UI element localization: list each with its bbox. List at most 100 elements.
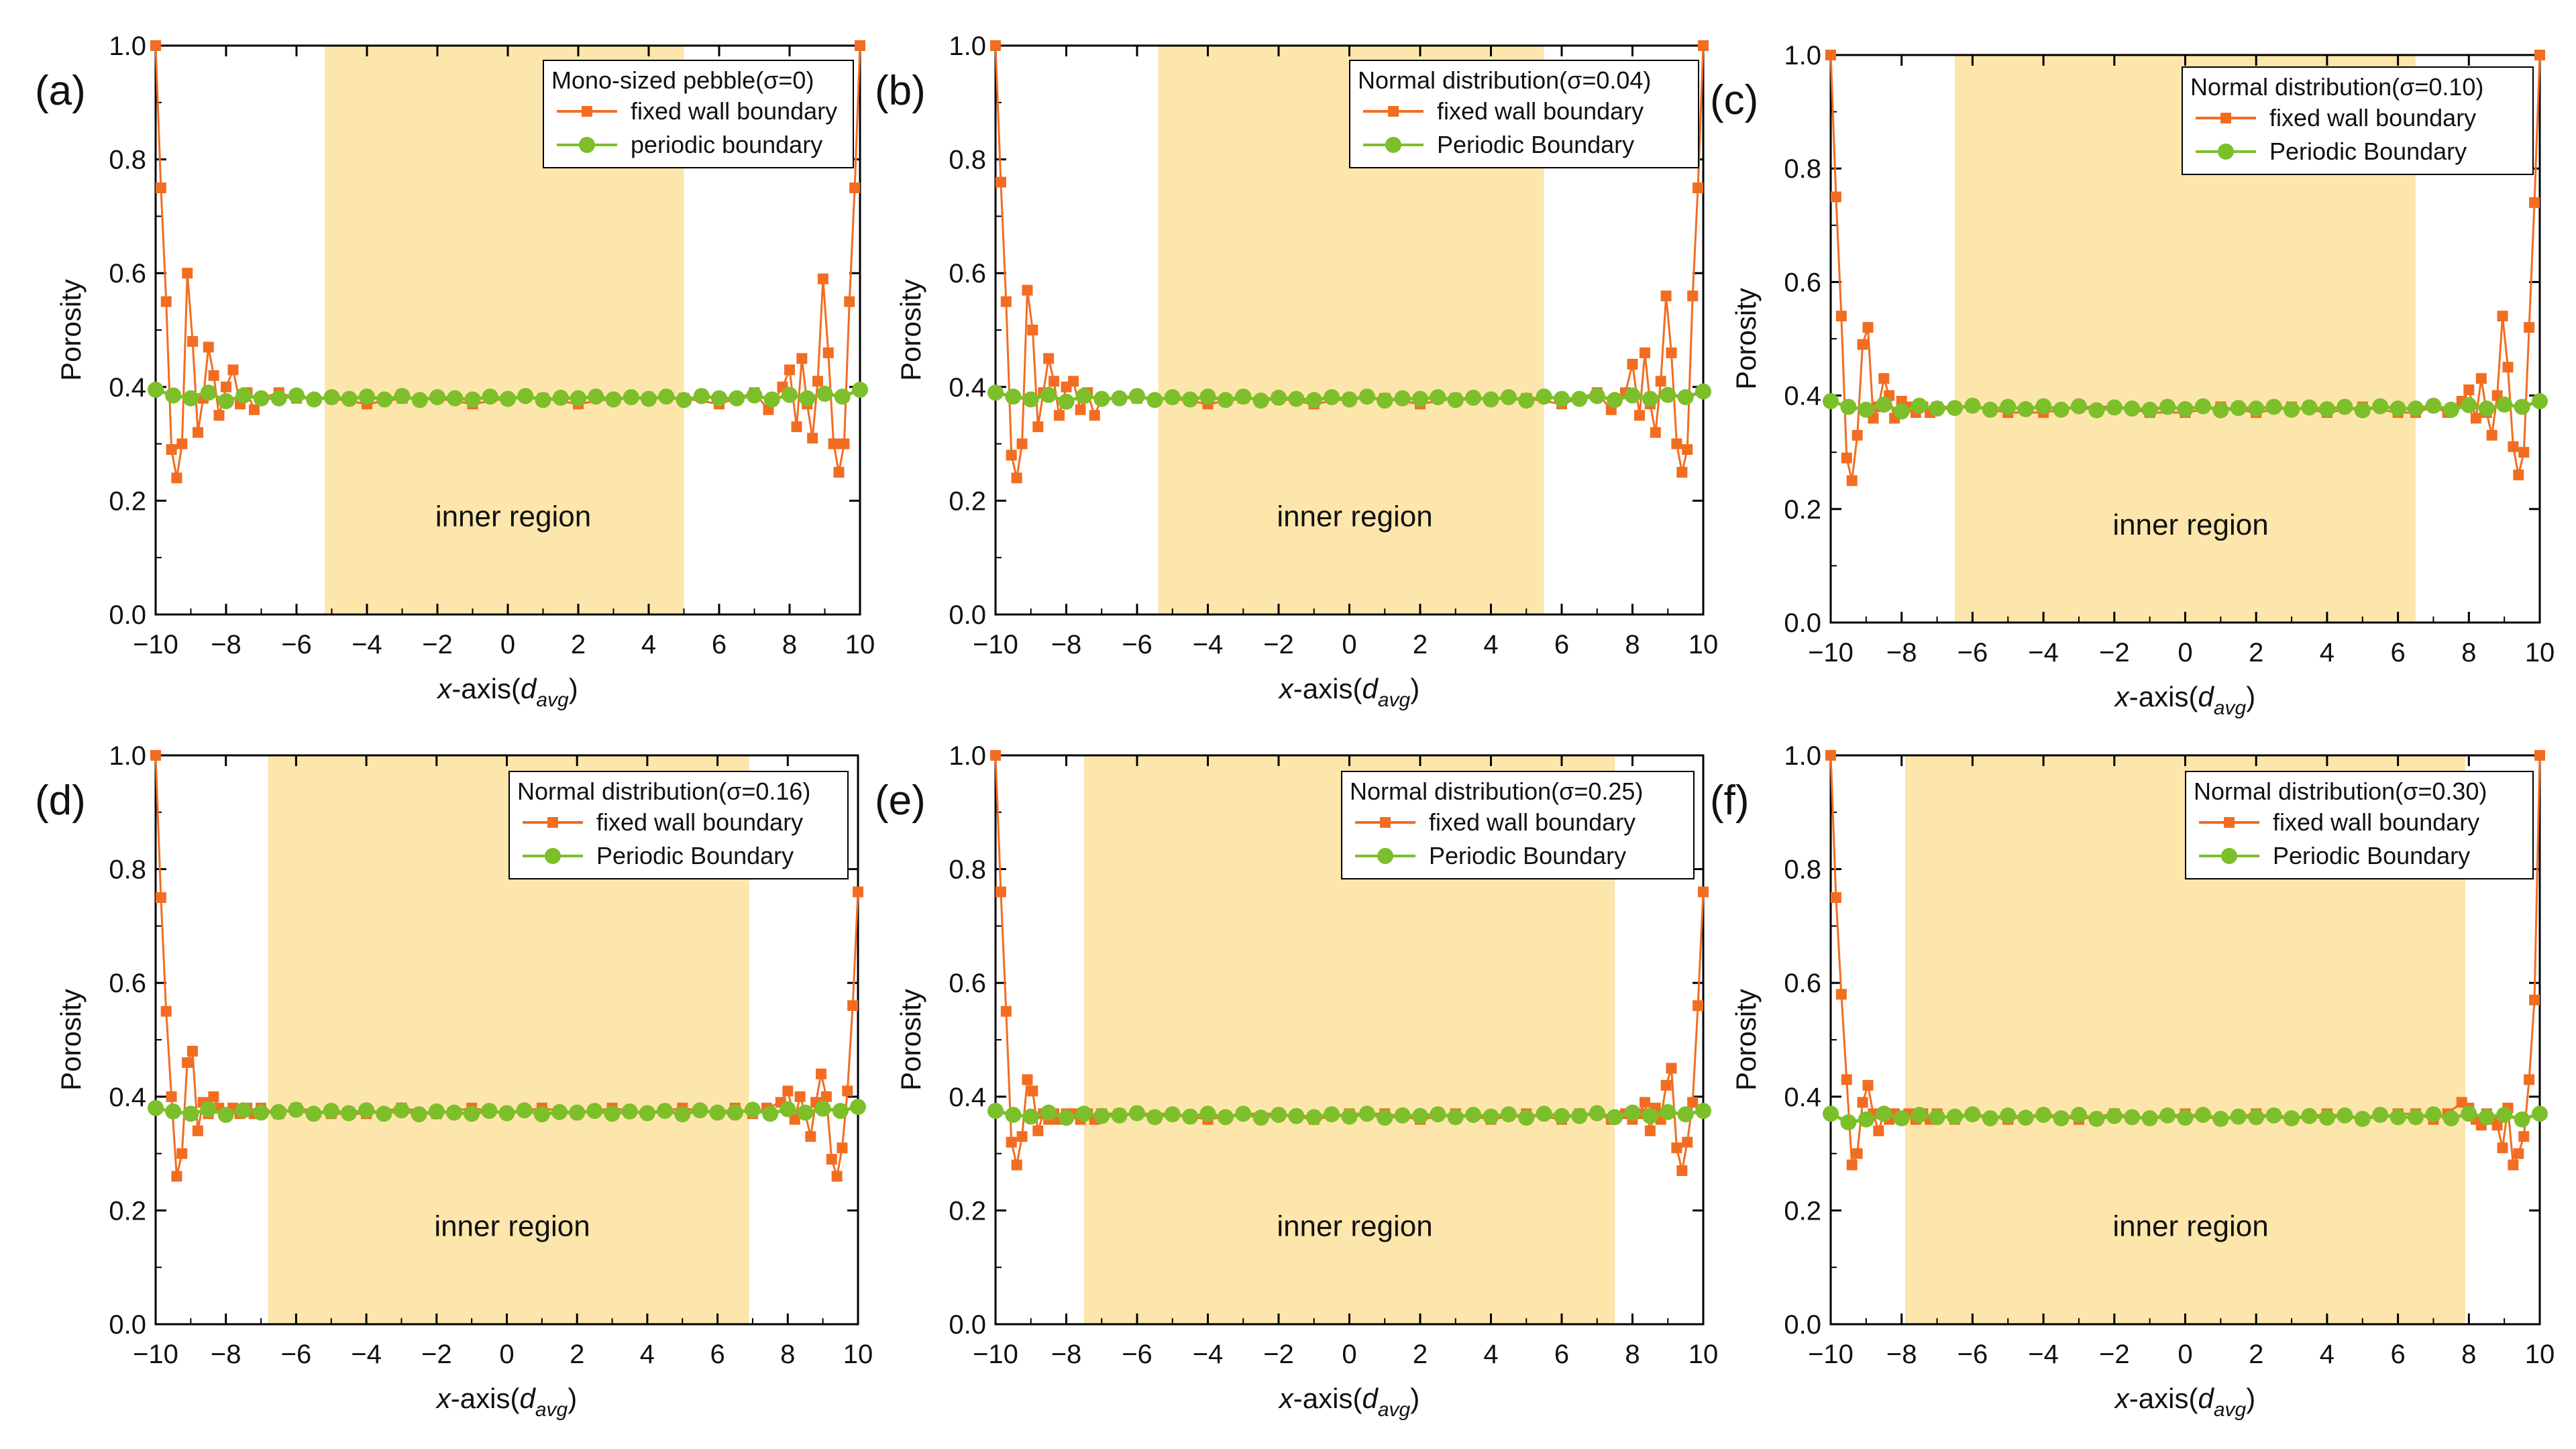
- data-point-circle: [1929, 400, 1945, 417]
- panel-label: (e): [875, 777, 926, 824]
- data-point-square: [789, 1114, 800, 1125]
- data-point-square: [213, 410, 225, 421]
- data-point-square: [2463, 384, 2475, 396]
- data-point-square: [227, 364, 239, 376]
- panel-label: (a): [35, 68, 86, 114]
- x-axis-label-sub: avg: [536, 689, 569, 711]
- inner-region-label: inner region: [2112, 508, 2268, 541]
- data-point-circle: [2408, 1109, 2424, 1126]
- data-point-circle: [359, 388, 375, 405]
- data-point-circle: [1058, 393, 1075, 410]
- data-point-circle: [2124, 400, 2141, 417]
- data-point-square: [1627, 358, 1638, 370]
- data-point-circle: [1876, 396, 1892, 413]
- data-point-circle: [2212, 1110, 2229, 1127]
- inner-region-label: inner region: [434, 1210, 590, 1243]
- data-point-square: [1841, 452, 1852, 464]
- data-point-circle: [1589, 388, 1605, 405]
- x-axis-label-text: -axis(: [451, 673, 521, 704]
- data-point-circle: [394, 388, 411, 405]
- data-point-square: [1671, 438, 1682, 449]
- data-point-square: [1000, 1006, 1012, 1017]
- data-point-square: [1676, 1165, 1688, 1177]
- legend-entry: Periodic Boundary: [596, 842, 794, 869]
- data-point-circle: [341, 390, 358, 407]
- data-point-square: [155, 892, 166, 903]
- data-point-circle: [464, 1106, 480, 1122]
- x-axis-label-close: ): [568, 1383, 577, 1414]
- series-periodic: [1823, 1106, 2548, 1130]
- x-tick-label: 0: [1342, 630, 1356, 659]
- data-point-square: [2497, 311, 2508, 322]
- legend-title: Normal distribution(σ=0.30): [2194, 777, 2487, 805]
- data-point-circle: [516, 1102, 533, 1119]
- data-point-circle: [657, 1103, 674, 1119]
- x-axis-label-close: ): [1410, 1383, 1419, 1414]
- data-point-circle: [1982, 401, 1998, 418]
- data-point-circle: [2248, 1109, 2265, 1126]
- data-point-circle: [1624, 1104, 1641, 1121]
- y-tick-label: 0.0: [949, 600, 986, 630]
- data-point-square: [805, 1131, 816, 1142]
- data-point-circle: [1911, 1106, 1928, 1123]
- data-point-circle: [1624, 387, 1641, 404]
- data-point-square: [1687, 290, 1699, 302]
- x-tick-label: −10: [973, 1340, 1018, 1369]
- data-point-circle: [2532, 1106, 2548, 1122]
- data-point-square: [1016, 438, 1028, 449]
- x-axis-label-var: x: [2114, 1383, 2131, 1414]
- data-point-square: [2534, 750, 2545, 761]
- data-point-square: [1639, 347, 1650, 358]
- data-point-square: [853, 886, 863, 898]
- data-point-square: [2524, 1074, 2535, 1085]
- x-tick-label: 2: [1413, 1340, 1428, 1369]
- x-tick-label: −4: [1193, 630, 1224, 659]
- data-point-circle: [1858, 401, 1874, 418]
- data-point-circle: [1217, 1109, 1234, 1126]
- data-point-square: [2534, 50, 2545, 60]
- x-tick-label: 2: [2249, 638, 2263, 667]
- data-point-circle: [270, 390, 287, 407]
- data-point-circle: [481, 1103, 498, 1119]
- data-point-circle: [1022, 391, 1039, 408]
- data-point-circle: [2461, 1106, 2477, 1122]
- x-axis-label-text: -axis(: [451, 1383, 520, 1414]
- data-point-circle: [2301, 399, 2318, 416]
- data-point-square: [1660, 290, 1672, 302]
- data-point-circle: [482, 388, 498, 405]
- data-point-circle: [182, 1106, 199, 1122]
- data-point-square: [791, 421, 802, 433]
- legend-title: Mono-sized pebble(σ=0): [551, 66, 814, 94]
- data-point-circle: [1876, 1106, 1892, 1122]
- panel-c: inner region −10 −8 −6 −4 −2 0 2 4 6 8 10 0.0 0.2 0.4 0…: [1710, 41, 2555, 719]
- data-point-circle: [2408, 400, 2424, 417]
- legend-marker-square: [1388, 106, 1399, 117]
- data-point-circle: [376, 1106, 392, 1122]
- data-point-square: [796, 353, 808, 364]
- x-tick-label: −4: [2028, 638, 2059, 667]
- x-tick-label: 0: [499, 1340, 514, 1369]
- data-point-circle: [2159, 1107, 2176, 1124]
- data-point-square: [182, 1057, 193, 1068]
- data-point-circle: [428, 1103, 445, 1120]
- y-tick-label: 0.4: [1784, 382, 1821, 411]
- data-point-square: [1676, 467, 1688, 478]
- series-periodic: [987, 1103, 1711, 1126]
- data-point-circle: [1005, 1106, 1022, 1123]
- y-tick-label: 0.2: [109, 486, 146, 516]
- legend-entry: fixed wall boundary: [631, 97, 837, 125]
- data-point-circle: [1235, 388, 1252, 405]
- data-point-square: [1634, 410, 1646, 421]
- data-point-square: [844, 296, 855, 307]
- data-point-circle: [1075, 388, 1092, 405]
- data-point-circle: [1500, 1106, 1517, 1123]
- data-point-square: [1851, 1148, 1863, 1159]
- legend-marker-circle: [2221, 848, 2237, 864]
- data-point-circle: [1430, 1106, 1446, 1123]
- data-point-circle: [533, 1106, 550, 1123]
- y-tick-label: 1.0: [109, 741, 146, 771]
- data-point-square: [1053, 410, 1065, 421]
- data-point-square: [2470, 413, 2481, 424]
- data-point-circle: [200, 1101, 217, 1118]
- inner-region-label: inner region: [1277, 1210, 1432, 1243]
